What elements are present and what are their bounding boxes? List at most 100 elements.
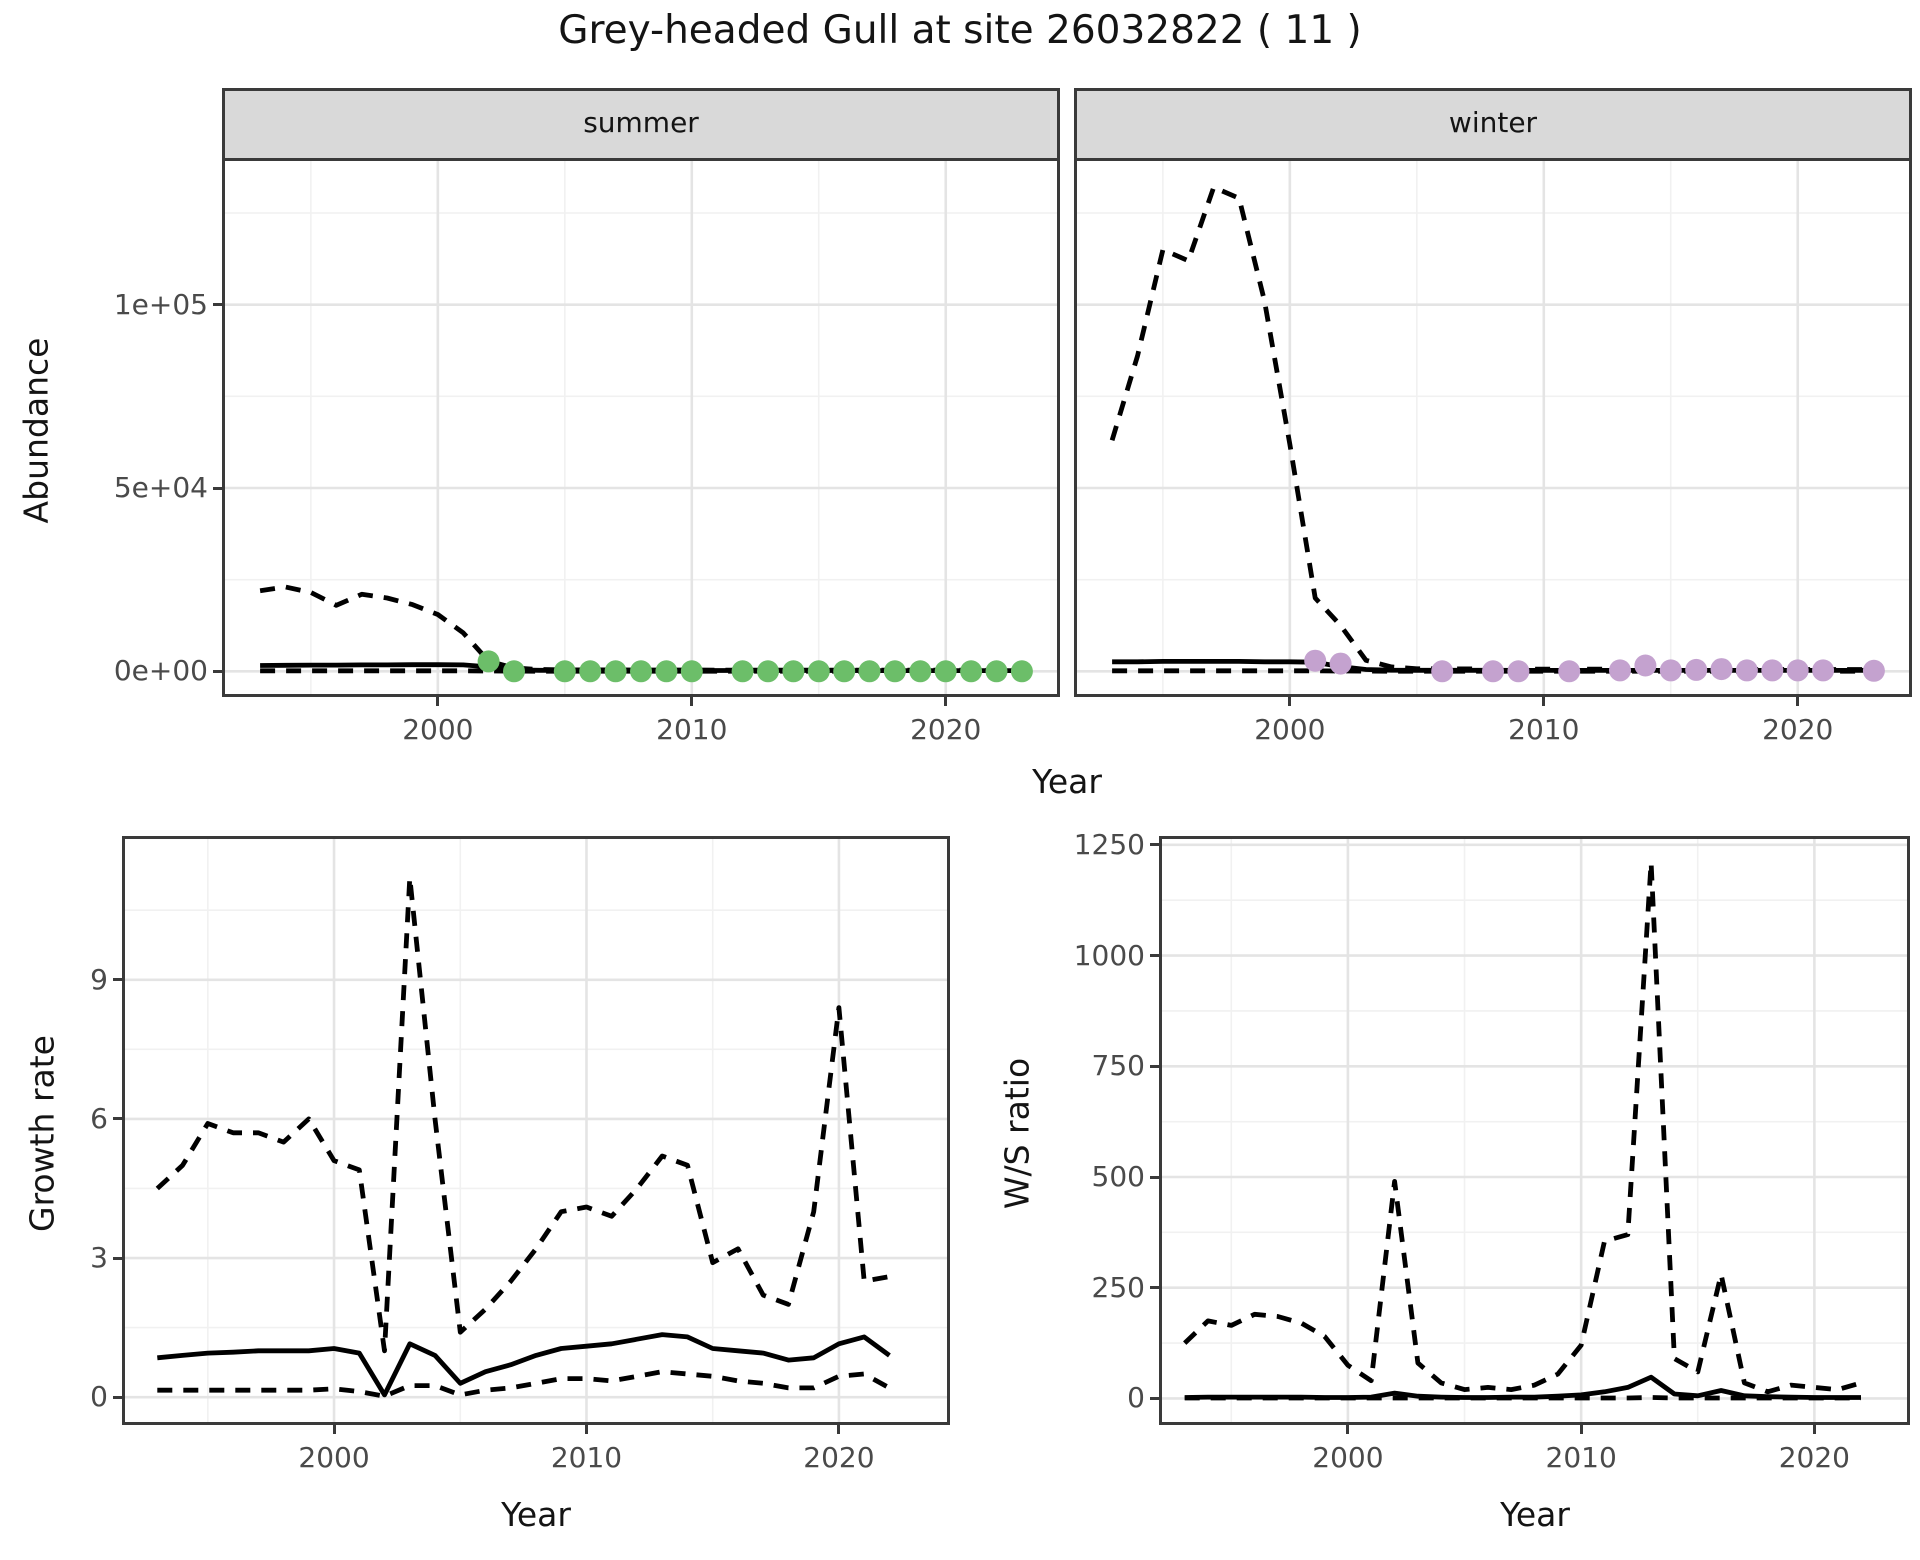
y-tick-label: 1e+05 bbox=[113, 287, 208, 321]
series-upper-ci bbox=[1183, 860, 1862, 1395]
x-tick-mark bbox=[1579, 1425, 1583, 1434]
ws-ratio-panel bbox=[1159, 836, 1910, 1425]
x-tick-mark bbox=[436, 697, 440, 706]
data-point-observed-counts bbox=[1634, 654, 1657, 677]
series-lower-ci bbox=[1184, 1395, 1861, 1401]
data-point-observed-counts bbox=[985, 660, 1008, 683]
x-tick-mark bbox=[690, 697, 694, 706]
x-tick-label: 2010 bbox=[1545, 1441, 1617, 1474]
data-point-observed-counts bbox=[1761, 659, 1784, 682]
data-point-observed-counts bbox=[1812, 659, 1835, 682]
data-point-observed-counts bbox=[1507, 660, 1530, 683]
x-tick-mark bbox=[332, 1425, 336, 1434]
x-tick-label: 2000 bbox=[298, 1441, 370, 1474]
x-tick-label: 2020 bbox=[910, 713, 982, 746]
x-tick-mark bbox=[1288, 697, 1292, 706]
facet-strip-winter: winter bbox=[1074, 88, 1912, 158]
y-tick-mark bbox=[1150, 1175, 1159, 1179]
x-tick-label: 2000 bbox=[402, 713, 474, 746]
y-tick-label: 3 bbox=[90, 1241, 108, 1275]
growth-rate-plot bbox=[122, 836, 950, 1425]
y-tick-mark bbox=[1150, 843, 1159, 847]
panel-background bbox=[1074, 158, 1912, 697]
y-tick-label: 250 bbox=[1091, 1270, 1145, 1304]
page-title: Grey-headed Gull at site 26032822 ( 11 ) bbox=[558, 8, 1362, 53]
panel-background bbox=[222, 158, 1060, 697]
y-tick-mark bbox=[1150, 1286, 1159, 1290]
panel-background bbox=[1159, 836, 1910, 1425]
x-tick-label: 2000 bbox=[1254, 713, 1326, 746]
x-axis-title-top: Year bbox=[1032, 762, 1102, 801]
x-axis-title-growth-rate: Year bbox=[501, 1495, 571, 1534]
data-point-observed-counts bbox=[655, 660, 678, 683]
y-tick-mark bbox=[113, 978, 122, 982]
data-point-observed-counts bbox=[1786, 659, 1809, 682]
data-point-observed-counts bbox=[579, 660, 602, 683]
y-axis-title-ws-ratio: W/S ratio bbox=[997, 1057, 1037, 1210]
data-point-observed-counts bbox=[731, 660, 754, 683]
y-tick-mark bbox=[213, 669, 222, 673]
y-tick-mark bbox=[213, 486, 222, 490]
ws-ratio-plot bbox=[1159, 836, 1910, 1425]
panel-border bbox=[222, 158, 1060, 697]
data-point-observed-counts bbox=[477, 650, 500, 673]
abundance-summer-plot bbox=[222, 158, 1060, 697]
y-tick-label: 0 bbox=[1127, 1381, 1145, 1415]
data-point-observed-counts bbox=[1329, 652, 1352, 675]
data-point-observed-counts bbox=[680, 660, 703, 683]
y-tick-label: 1250 bbox=[1073, 827, 1145, 861]
data-point-observed-counts bbox=[1659, 659, 1682, 682]
panel-border bbox=[1074, 158, 1912, 697]
y-tick-label: 1000 bbox=[1073, 938, 1145, 972]
data-point-observed-counts bbox=[604, 660, 627, 683]
data-point-observed-counts bbox=[807, 660, 830, 683]
x-tick-mark bbox=[1812, 1425, 1816, 1434]
y-tick-label: 0e+00 bbox=[113, 654, 208, 688]
y-tick-label: 500 bbox=[1091, 1160, 1145, 1193]
data-point-observed-counts bbox=[883, 660, 906, 683]
y-tick-mark bbox=[1150, 1396, 1159, 1400]
y-tick-mark bbox=[1150, 954, 1159, 958]
y-tick-label: 6 bbox=[90, 1101, 108, 1135]
data-point-observed-counts bbox=[1558, 660, 1581, 683]
data-point-observed-counts bbox=[909, 660, 932, 683]
x-tick-mark bbox=[944, 697, 948, 706]
y-tick-label: 5e+04 bbox=[113, 471, 208, 504]
facet-strip-summer: summer bbox=[222, 88, 1060, 158]
y-tick-mark bbox=[113, 1256, 122, 1260]
data-point-observed-counts bbox=[1431, 660, 1454, 683]
data-point-observed-counts bbox=[503, 660, 525, 683]
data-point-observed-counts bbox=[630, 660, 652, 683]
data-point-observed-counts bbox=[1735, 659, 1758, 682]
growth-rate-panel bbox=[122, 836, 950, 1425]
y-tick-mark bbox=[1150, 1064, 1159, 1068]
data-point-observed-counts bbox=[934, 660, 957, 683]
y-tick-label: 9 bbox=[90, 962, 108, 996]
x-tick-label: 2000 bbox=[1312, 1441, 1384, 1474]
x-tick-label: 2010 bbox=[1508, 713, 1580, 746]
data-point-observed-counts bbox=[1304, 649, 1327, 672]
data-point-observed-counts bbox=[960, 660, 983, 683]
data-point-observed-counts bbox=[1482, 660, 1504, 683]
data-point-observed-counts bbox=[1862, 659, 1885, 682]
y-tick-label: 0 bbox=[90, 1380, 108, 1414]
x-tick-mark bbox=[1346, 1425, 1350, 1434]
data-point-observed-counts bbox=[858, 660, 881, 683]
data-point-observed-counts bbox=[782, 660, 805, 683]
y-axis-title-abundance: Abundance bbox=[16, 337, 56, 524]
series-upper-ci bbox=[155, 875, 890, 1354]
x-tick-label: 2020 bbox=[803, 1441, 875, 1474]
x-tick-mark bbox=[1542, 697, 1546, 706]
x-tick-label: 2010 bbox=[550, 1441, 623, 1474]
data-point-observed-counts bbox=[1609, 659, 1631, 682]
y-tick-mark bbox=[113, 1395, 122, 1399]
x-tick-label: 2020 bbox=[1762, 713, 1834, 746]
x-tick-mark bbox=[584, 1425, 588, 1434]
data-point-observed-counts bbox=[1685, 658, 1708, 681]
y-tick-label: 750 bbox=[1091, 1049, 1145, 1083]
y-tick-mark bbox=[213, 303, 222, 307]
series-mean bbox=[157, 1332, 891, 1398]
x-tick-label: 2020 bbox=[1778, 1441, 1850, 1474]
data-point-observed-counts bbox=[1710, 658, 1733, 681]
